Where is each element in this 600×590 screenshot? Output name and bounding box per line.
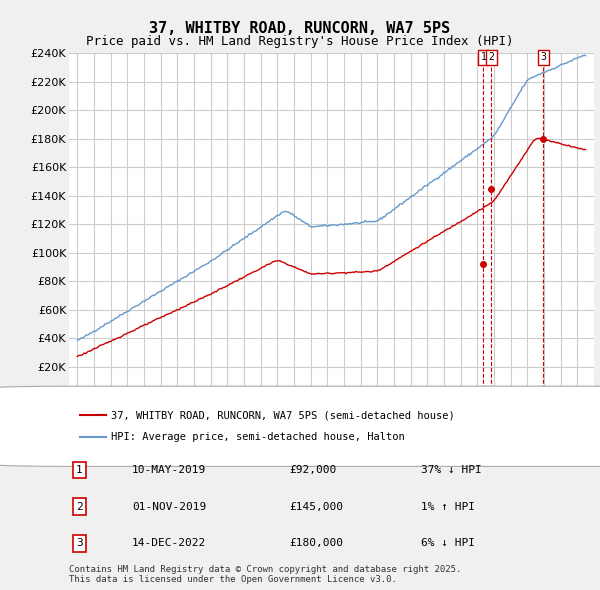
Text: 37, WHITBY ROAD, RUNCORN, WA7 5PS (semi-detached house): 37, WHITBY ROAD, RUNCORN, WA7 5PS (semi-… xyxy=(111,410,455,420)
Text: 1: 1 xyxy=(481,53,486,63)
Text: 10-MAY-2019: 10-MAY-2019 xyxy=(132,465,206,475)
Text: HPI: Average price, semi-detached house, Halton: HPI: Average price, semi-detached house,… xyxy=(111,432,405,442)
Text: 3: 3 xyxy=(541,53,546,63)
Text: 6% ↓ HPI: 6% ↓ HPI xyxy=(421,538,475,548)
Text: £145,000: £145,000 xyxy=(290,502,343,512)
Text: Price paid vs. HM Land Registry's House Price Index (HPI): Price paid vs. HM Land Registry's House … xyxy=(86,35,514,48)
Text: 37% ↓ HPI: 37% ↓ HPI xyxy=(421,465,482,475)
Text: 1% ↑ HPI: 1% ↑ HPI xyxy=(421,502,475,512)
Text: Contains HM Land Registry data © Crown copyright and database right 2025.
This d: Contains HM Land Registry data © Crown c… xyxy=(69,565,461,584)
Text: 1: 1 xyxy=(76,465,83,475)
FancyBboxPatch shape xyxy=(0,386,600,466)
Text: 2: 2 xyxy=(488,53,494,63)
Text: 3: 3 xyxy=(76,538,83,548)
Text: £92,000: £92,000 xyxy=(290,465,337,475)
Text: 37, WHITBY ROAD, RUNCORN, WA7 5PS: 37, WHITBY ROAD, RUNCORN, WA7 5PS xyxy=(149,21,451,35)
Text: 01-NOV-2019: 01-NOV-2019 xyxy=(132,502,206,512)
Text: £180,000: £180,000 xyxy=(290,538,343,548)
Text: 14-DEC-2022: 14-DEC-2022 xyxy=(132,538,206,548)
Text: 2: 2 xyxy=(76,502,83,512)
